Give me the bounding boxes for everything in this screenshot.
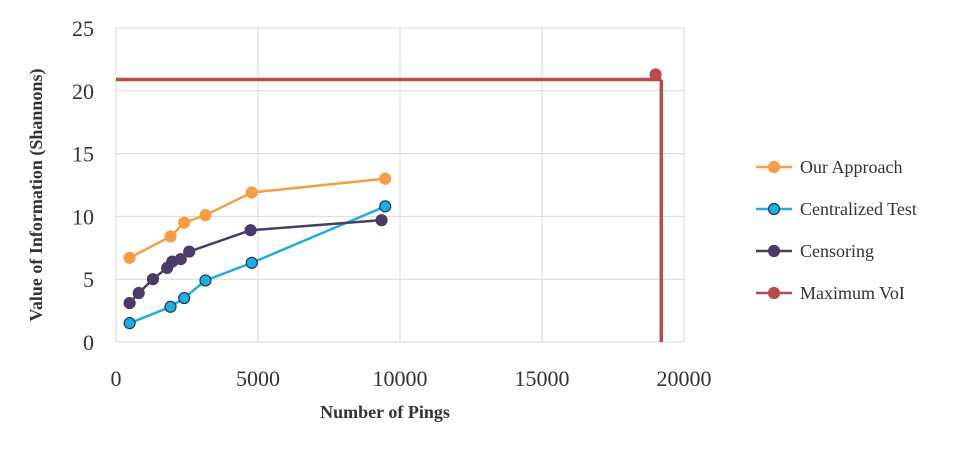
- data-point: [244, 224, 257, 237]
- data-point: [379, 200, 392, 213]
- data-point: [178, 291, 191, 305]
- legend: Our Approach Centralized Test Censoring Max…: [756, 157, 917, 303]
- data-point: [174, 253, 187, 266]
- data-point: [199, 209, 212, 222]
- data-point: [146, 273, 160, 286]
- chart-grid: [115, 27, 685, 343]
- data-point: [132, 286, 145, 300]
- x-axis-title: Number of Pings: [320, 402, 450, 422]
- y-tick-label: 5: [83, 267, 94, 292]
- data-point: [649, 68, 662, 81]
- legend-item: Our Approach: [756, 157, 902, 177]
- data-point: [164, 230, 177, 243]
- legend-item: Censoring: [756, 241, 874, 261]
- legend-label: Our Approach: [800, 157, 902, 177]
- legend-label: Maximum VoI: [800, 283, 905, 303]
- series-maximum-voi: [116, 68, 664, 342]
- data-point: [183, 245, 196, 258]
- data-point: [123, 251, 136, 264]
- data-point: [199, 274, 212, 287]
- legend-marker: [767, 160, 781, 174]
- data-point: [123, 317, 136, 330]
- legend-marker: [767, 244, 781, 258]
- legend-label: Censoring: [800, 241, 874, 261]
- y-axis-title: Value of Information (Shannons): [26, 69, 47, 322]
- series-censoring: [123, 214, 388, 310]
- legend-marker: [767, 286, 781, 300]
- y-tick-label: 0: [83, 330, 94, 355]
- data-point: [245, 256, 258, 269]
- x-tick-label: 20000: [657, 366, 712, 391]
- x-tick-label: 10000: [373, 366, 428, 391]
- series-centralized-test: [123, 200, 392, 330]
- legend-item: Centralized Test: [756, 199, 917, 219]
- data-point: [379, 172, 392, 185]
- legend-label: Centralized Test: [800, 199, 917, 219]
- y-tick-label: 20: [72, 79, 94, 104]
- legend-marker: [767, 202, 781, 216]
- data-point: [164, 300, 177, 313]
- y-tick-label: 25: [72, 16, 94, 41]
- x-tick-label: 15000: [515, 366, 570, 391]
- x-tick-label: 5000: [236, 366, 280, 391]
- y-tick-label: 10: [72, 204, 94, 229]
- data-point: [178, 216, 191, 229]
- series-line: [129, 205, 386, 325]
- data-point: [123, 296, 136, 310]
- series-our-approach: [123, 172, 392, 264]
- y-tick-label: 15: [72, 142, 94, 167]
- data-point: [375, 214, 388, 227]
- data-point: [245, 186, 258, 199]
- tick-labels: 0 5 10 15 20 25 0 5000 10000 15000 20000: [72, 16, 712, 391]
- x-tick-label: 0: [111, 366, 122, 391]
- series-layer: [116, 68, 664, 342]
- legend-item: Maximum VoI: [756, 283, 905, 303]
- series-line: [129, 177, 386, 259]
